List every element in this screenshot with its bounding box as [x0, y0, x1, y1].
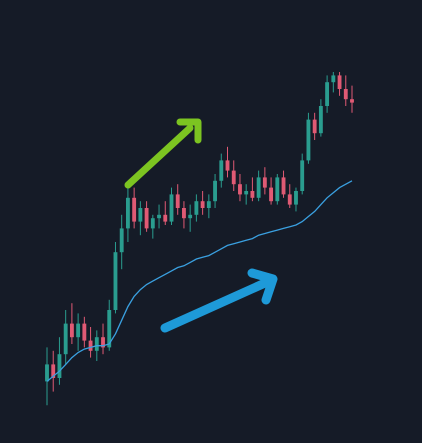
arrow-average-shaft [160, 278, 270, 333]
candle-body [107, 310, 112, 348]
candle-body [132, 197, 137, 222]
candle-body [244, 191, 249, 195]
candle-body [287, 194, 292, 205]
candle-body [119, 228, 124, 253]
candle-body [350, 99, 354, 103]
candle-body [144, 208, 149, 229]
candle-body [294, 191, 298, 205]
arrow-average [160, 268, 278, 333]
candle-body [188, 214, 193, 219]
candle-body [175, 194, 180, 208]
candle-body [275, 177, 280, 202]
candle-body [125, 197, 130, 229]
candle-body [57, 354, 62, 378]
candle-body [312, 119, 317, 134]
candle-body [281, 177, 286, 195]
candle-body [213, 180, 217, 202]
average-line [46, 180, 353, 382]
candle-body [256, 177, 261, 198]
candle-body [169, 194, 174, 222]
candle-body [300, 160, 305, 191]
candle-body [250, 191, 255, 198]
candle-body [331, 75, 336, 83]
candle-body [238, 184, 242, 195]
candle-body [262, 177, 267, 188]
candle-body [200, 201, 205, 208]
arrow-up-trend [124, 118, 202, 189]
candle-body [182, 208, 186, 219]
candle-body [45, 364, 49, 382]
arrow-average-head [247, 268, 278, 305]
candle-body [76, 323, 81, 338]
candle-body [206, 201, 211, 208]
arrow-up-trend-shaft [124, 124, 194, 189]
candle-body [194, 201, 199, 215]
candle-body [269, 187, 274, 202]
candle-body [69, 323, 74, 338]
candle-body [306, 119, 311, 161]
candle-body [82, 323, 87, 341]
candle-body [94, 337, 99, 351]
candle-body [337, 75, 342, 89]
candle-body [150, 218, 155, 229]
candle-body [343, 89, 348, 100]
candle-body [163, 214, 168, 222]
candle-body [63, 323, 68, 355]
arrow-up-trend-head [176, 118, 202, 144]
candle-body [88, 340, 93, 351]
candle-body [138, 208, 143, 222]
candle-body [325, 82, 330, 106]
candle-body [51, 364, 56, 378]
candle-body [231, 170, 236, 185]
candles-group [45, 72, 354, 406]
candle-body [318, 106, 323, 134]
candle-body [101, 337, 105, 348]
candle-body [225, 160, 230, 171]
candle-body [113, 252, 118, 310]
candle-body [219, 160, 224, 181]
candle-body [157, 214, 161, 219]
